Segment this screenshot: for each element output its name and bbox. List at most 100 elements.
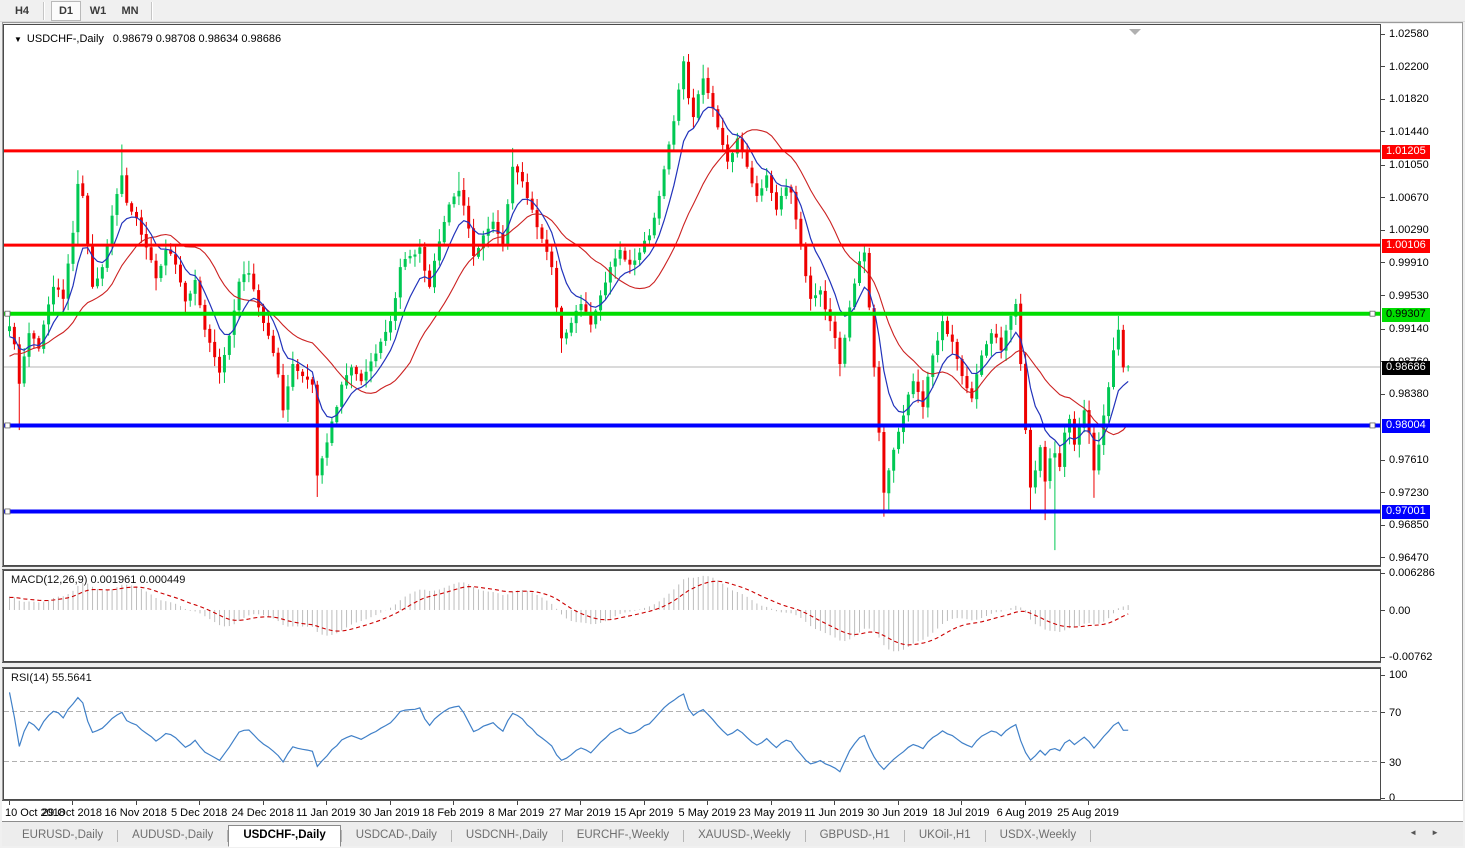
timeframe-button-w1[interactable]: W1 (89, 4, 107, 17)
macd-panel[interactable]: MACD(12,26,9) 0.001961 0.000449 (3, 570, 1381, 662)
rsi-label: RSI(14) 55.5641 (11, 672, 92, 684)
chart-symbol-period: USDCHF-,Daily (26, 33, 104, 45)
date-label: 27 Mar 2019 (549, 807, 611, 819)
price-axis[interactable]: 1.02580 1.02200 1.01820 1.01440 1.01050 1.006… (1381, 24, 1462, 804)
price-tick-label: 0.99910 (1389, 256, 1429, 269)
rsi-panel[interactable]: RSI(14) 55.5641 (3, 668, 1381, 800)
date-label: 18 Jul 2019 (932, 807, 990, 819)
timeframe-button-d1[interactable]: D1 (51, 0, 81, 21)
chart-tab-usdcnh-daily[interactable]: USDCNH-,Daily (465, 829, 548, 841)
axis-tick (1381, 524, 1385, 526)
tab-scroll-arrows: ◄► (1409, 828, 1453, 837)
axis-tick (1381, 328, 1385, 330)
time-tick (961, 801, 963, 805)
axis-tick (1381, 164, 1385, 166)
macd-axis-zero: 0.00 (1389, 604, 1411, 617)
date-label: 24 Dec 2018 (231, 807, 294, 819)
tab-separator (903, 829, 905, 842)
chart-shift-marker (1129, 29, 1141, 35)
tab-scroll-right-button[interactable]: ► (1431, 828, 1453, 837)
price-line-label: 0.99307 (1382, 307, 1430, 322)
axis-tick (1381, 656, 1385, 658)
price-tick-label: 0.98380 (1389, 388, 1429, 401)
ma-slow-line (9, 129, 1129, 436)
tab-separator (227, 829, 229, 842)
time-tick (389, 801, 391, 805)
chart-tab-bar: EURUSD-,Daily AUDUSD-,Daily USDCHF-,Daily U… (2, 821, 1463, 847)
panel-splitter-rsi[interactable] (2, 662, 1462, 668)
rsi-value: 55.5641 (51, 672, 92, 684)
price-tick-label: 0.97230 (1389, 486, 1429, 499)
time-tick (580, 801, 582, 805)
macd-axis-min: -0.00762 (1389, 651, 1433, 663)
axis-tick (1381, 459, 1385, 461)
tab-separator (117, 829, 119, 842)
time-tick (770, 801, 772, 805)
axis-tick (1381, 131, 1385, 133)
ma-fast-line (9, 106, 1129, 447)
horizontal-price-lines (4, 149, 1380, 515)
macd-label: MACD(12,26,9) 0.001961 0.000449 (11, 574, 186, 586)
axis-tick (1381, 295, 1385, 297)
price-chart-panel[interactable]: ▼ USDCHF-,Daily 0.98679 0.98708 0.98634 0.… (3, 24, 1381, 566)
timeframe-button-mn[interactable]: MN (121, 4, 139, 17)
candlestick-chart-canvas[interactable] (4, 25, 1380, 565)
time-tick (707, 801, 709, 805)
time-tick (72, 801, 73, 805)
time-axis[interactable]: 10 Oct 2018 29 Oct 2018 16 Nov 2018 5 Dec 2… (2, 800, 1463, 821)
chart-tab-ukoil-h1[interactable]: UKOil-,H1 (918, 829, 971, 841)
macd-chart-canvas[interactable] (4, 571, 1380, 661)
time-tick (453, 801, 455, 805)
rsi-axis-label: 0 (1389, 792, 1396, 804)
chart-tab-usdchf-daily[interactable]: USDCHF-,Daily (228, 824, 341, 847)
panel-splitter-macd[interactable] (2, 566, 1462, 570)
macd-axis-max: 0.006286 (1389, 567, 1435, 579)
price-tick-label: 0.96470 (1389, 551, 1429, 564)
timeframe-button-h4[interactable]: H4 (14, 4, 30, 17)
chart-tab-audusd-daily[interactable]: AUDUSD-,Daily (132, 829, 214, 841)
price-tick-label: 1.01440 (1389, 125, 1429, 138)
price-tick-label: 1.01820 (1389, 93, 1429, 106)
axis-tick (1381, 66, 1385, 68)
time-tick (135, 801, 137, 805)
timeframe-toolbar: H4 D1 W1 MN (0, 0, 1465, 22)
time-tick (8, 801, 10, 805)
date-label: 10 Oct 2018 (5, 807, 65, 819)
rsi-axis-label: 100 (1389, 669, 1408, 681)
macd-signal-line (9, 580, 1129, 646)
chart-tab-xauusd-weekly[interactable]: XAUUSD-,Weekly (698, 829, 791, 841)
chart-tab-usdcad-daily[interactable]: USDCAD-,Daily (355, 829, 437, 841)
axis-tick (1381, 197, 1385, 199)
chart-tab-eurchf-weekly[interactable]: EURCHF-,Weekly (576, 829, 670, 841)
date-label: 30 Jan 2019 (359, 807, 420, 819)
axis-tick (1381, 797, 1385, 799)
chart-tab-eurusd-daily[interactable]: EURUSD-,Daily (22, 829, 104, 841)
tab-separator (340, 829, 342, 842)
time-tick (262, 801, 264, 805)
axis-tick (1381, 572, 1385, 574)
axis-tick (1381, 262, 1385, 264)
date-label: 25 Aug 2019 (1057, 807, 1119, 819)
chart-tab-gbpusd-h1[interactable]: GBPUSD-,H1 (819, 829, 890, 841)
rsi-chart-canvas[interactable] (4, 669, 1380, 799)
chart-dropdown-icon[interactable]: ▼ (14, 35, 22, 44)
tab-scroll-left-button[interactable]: ◄ (1409, 828, 1432, 837)
time-tick (326, 801, 328, 805)
tab-separator (450, 829, 452, 842)
rsi-axis-label: 70 (1389, 706, 1402, 719)
price-tick-label: 1.02200 (1389, 60, 1429, 73)
axis-tick (1381, 98, 1385, 100)
date-label: 15 Apr 2019 (614, 807, 674, 819)
chart-tab-usdx-weekly[interactable]: USDX-,Weekly (999, 829, 1077, 841)
macd-value: 0.001961 (90, 574, 137, 586)
time-tick (1088, 801, 1090, 805)
axis-tick (1381, 712, 1385, 713)
axis-tick (1381, 610, 1385, 612)
axis-tick (1381, 674, 1385, 676)
tab-separator (683, 829, 685, 842)
time-tick (643, 801, 645, 805)
axis-tick (1381, 33, 1385, 35)
time-tick (1024, 801, 1026, 805)
axis-tick (1381, 557, 1385, 559)
macd-histogram (9, 575, 1129, 652)
